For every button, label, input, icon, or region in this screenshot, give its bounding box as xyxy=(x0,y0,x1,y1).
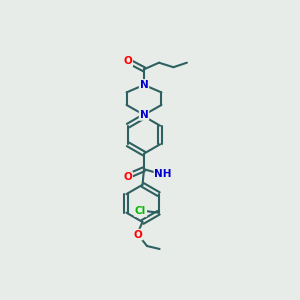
Text: Cl: Cl xyxy=(135,206,146,216)
Text: N: N xyxy=(140,80,148,90)
Text: O: O xyxy=(123,56,132,66)
Text: NH: NH xyxy=(154,169,172,179)
Text: N: N xyxy=(140,110,148,120)
Text: O: O xyxy=(134,230,142,240)
Text: O: O xyxy=(123,172,132,182)
